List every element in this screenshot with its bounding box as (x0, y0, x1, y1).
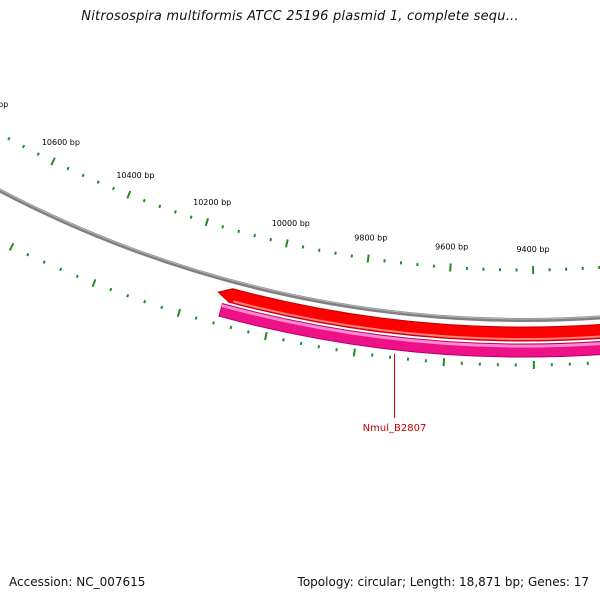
inner-tick (75, 274, 79, 279)
outer-tick (221, 225, 225, 229)
inner-tick (299, 341, 303, 346)
outer-tick (66, 166, 70, 171)
outer-tick (81, 173, 85, 178)
outer-tick (158, 204, 162, 209)
accession-text: Accession: NC_007615 (9, 575, 146, 589)
tick-label: 10000 bp (272, 219, 310, 228)
inner-tick (59, 267, 63, 272)
inner-tick (212, 321, 215, 325)
gene-arrow-forward-shade (233, 300, 600, 341)
inner-tick (42, 260, 46, 264)
inner-tick (352, 348, 356, 357)
inner-tick (229, 325, 233, 330)
outer-tick (142, 198, 146, 203)
inner-tick (109, 287, 113, 292)
inner-tick (247, 330, 250, 334)
inner-tick (160, 305, 164, 310)
summary-text: Topology: circular; Length: 18,871 bp; G… (297, 575, 589, 589)
outer-tick (189, 215, 193, 219)
outer-tick (36, 152, 40, 156)
gene-arrow-reverse[interactable] (218, 303, 600, 358)
tick-label: 10200 bp (193, 198, 231, 207)
outer-tick (237, 229, 241, 234)
outer-tick (284, 239, 289, 248)
outer-tick (204, 217, 210, 227)
tick-label: 10600 bp (42, 138, 80, 147)
inner-tick (282, 338, 285, 342)
outer-tick (21, 144, 26, 149)
inner-tick-track (8, 242, 589, 369)
outer-tick-labels: 10800 bp 10600 bp 10400 bp 10200 bp 10000 bp… (0, 100, 550, 254)
inner-tick (176, 308, 182, 317)
outer-tick (96, 180, 100, 184)
outer-tick (126, 190, 132, 199)
outer-tick (317, 248, 321, 252)
inner-tick (126, 294, 130, 298)
gene-arrow-forward[interactable] (217, 288, 600, 342)
inner-tick (194, 316, 198, 320)
outer-tick (253, 233, 257, 238)
tick-label: 9400 bp (516, 245, 549, 254)
outer-tick (7, 136, 11, 141)
plasmid-backbone-highlight (0, 188, 600, 320)
outer-tick (173, 210, 177, 214)
tick-label: 9800 bp (354, 234, 387, 243)
tick-label: 9600 bp (435, 243, 468, 252)
outer-tick (334, 251, 337, 255)
gene-arrow-reverse-shade (221, 304, 600, 348)
outer-tick (50, 157, 56, 166)
inner-tick (8, 242, 15, 251)
map-title: Nitrosospira multiformis ATCC 25196 plas… (81, 9, 519, 24)
inner-tick (91, 279, 97, 288)
outer-tick-track (7, 136, 600, 274)
outer-tick (301, 245, 305, 249)
outer-tick (366, 254, 370, 263)
tick-label: 10400 bp (116, 171, 154, 180)
outer-tick (449, 263, 452, 272)
outer-tick (111, 186, 115, 191)
inner-tick (442, 358, 446, 367)
gene-track (217, 288, 600, 358)
plasmid-backbone (0, 188, 600, 322)
outer-tick (269, 237, 273, 242)
tick-label: 10800 bp (0, 100, 8, 109)
inner-tick (317, 345, 321, 349)
gene-label-nmul-b2807[interactable]: Nmul_B2807 (363, 423, 427, 434)
inner-tick (143, 300, 147, 304)
inner-tick (26, 252, 30, 257)
inner-tick (264, 331, 268, 341)
